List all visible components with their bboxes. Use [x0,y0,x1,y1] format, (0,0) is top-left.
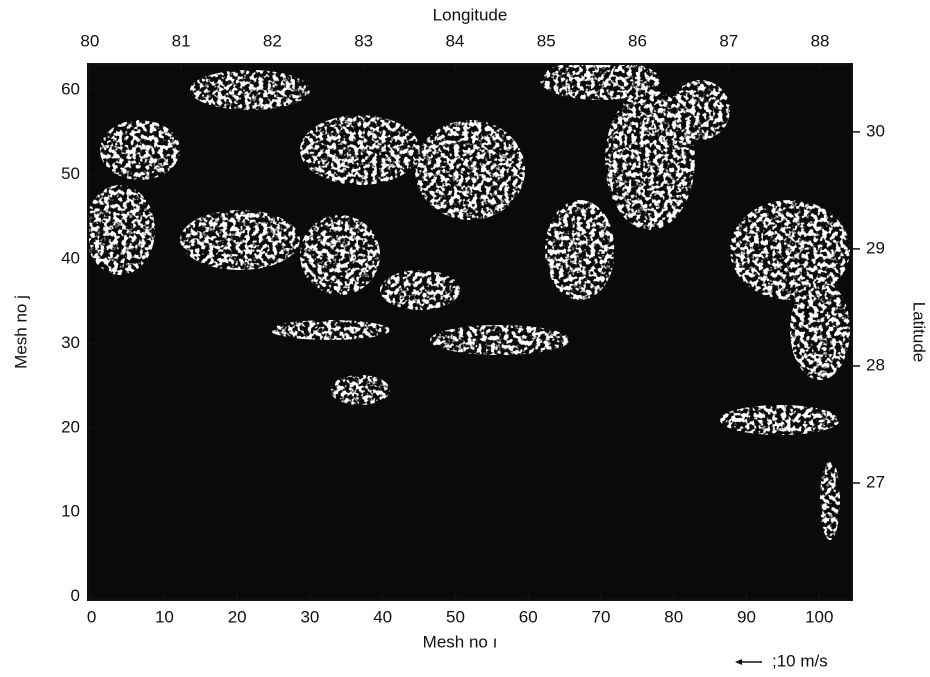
top-tick-label: 81 [172,31,191,50]
x-tick-label: 70 [592,607,611,626]
y-tick-label: 50 [61,164,80,183]
top-tick-label: 87 [719,31,738,50]
x-tick-label: 20 [228,607,247,626]
x-tick-label: 10 [155,607,174,626]
terrain-texture [88,64,850,540]
y-tick-label: 60 [61,80,80,99]
x-tick-label: 80 [664,607,683,626]
x-tick-label: 40 [373,607,392,626]
y-tick-label: 30 [61,333,80,352]
right-tick-label: 30 [866,121,885,140]
top-tick-label: 86 [628,31,647,50]
top-tick-label: 88 [811,31,830,50]
scale-legend: ;10 m/s [735,651,828,670]
scale-label: ;10 m/s [772,651,828,670]
top-tick-label: 85 [537,31,556,50]
top-tick-label: 82 [263,31,282,50]
right-axis-title: Latitude [910,302,929,363]
x-tick-label: 0 [87,607,96,626]
y-tick-label: 10 [61,502,80,521]
right-tick-label: 29 [866,238,885,257]
y-tick-label: 40 [61,248,80,267]
y-tick-label: 20 [61,417,80,436]
scale-arrowhead [735,659,742,665]
top-axis-title: Longitude [433,5,508,24]
x-tick-label: 90 [737,607,756,626]
left-axis-title: Mesh no j [11,295,30,369]
top-tick-label: 84 [445,31,464,50]
plot-frame [87,63,853,601]
y-tick-label: 0 [71,586,80,605]
x-tick-label: 100 [805,607,833,626]
right-tick-label: 28 [866,355,885,374]
x-tick-label: 30 [300,607,319,626]
top-tick-label: 80 [80,31,99,50]
x-tick-label: 50 [446,607,465,626]
top-tick-label: 83 [354,31,373,50]
right-tick-label: 27 [866,472,885,491]
bottom-axis-title: Mesh no ı [423,632,498,651]
x-tick-label: 60 [519,607,538,626]
